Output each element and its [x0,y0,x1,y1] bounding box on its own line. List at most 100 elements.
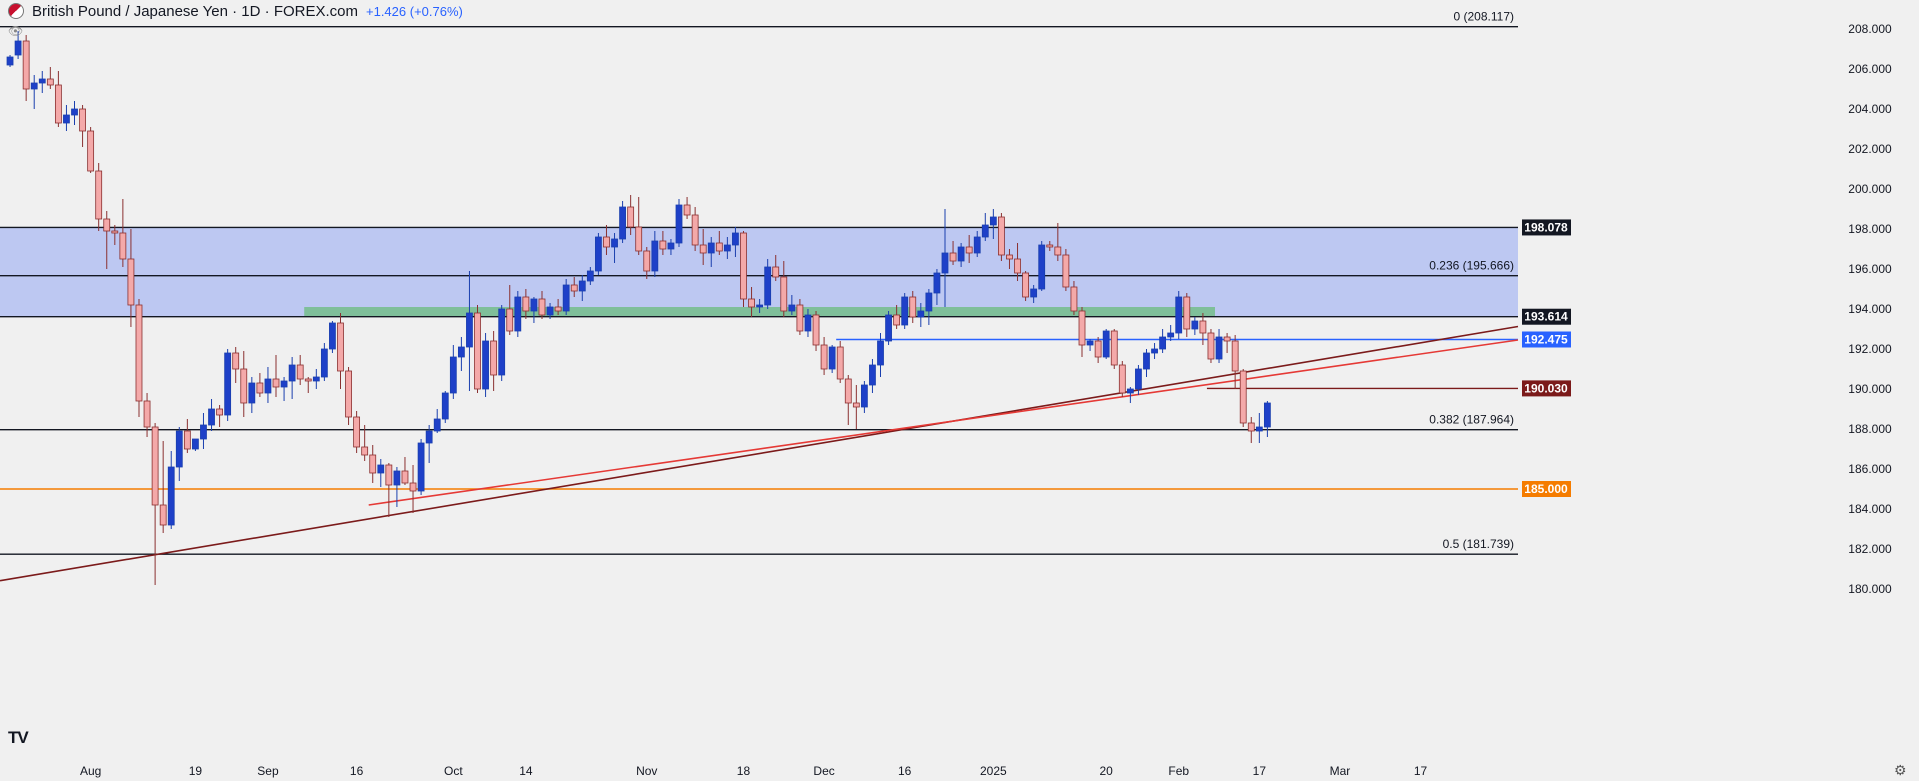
candle[interactable] [63,105,70,131]
candle[interactable] [103,211,111,269]
time-axis[interactable]: 15Aug19Sep16Oct14Nov18Dec16202520Feb17Ma… [0,617,1919,781]
candle[interactable] [941,209,949,307]
candle[interactable] [1151,343,1158,359]
candle[interactable] [1183,293,1191,337]
candle[interactable] [280,377,288,401]
candle[interactable] [1247,417,1255,443]
candle[interactable] [844,375,852,425]
candle[interactable] [667,239,675,255]
candle[interactable] [1215,329,1223,363]
candle[interactable] [409,465,417,513]
candle[interactable] [981,213,989,241]
candle[interactable] [651,231,659,277]
candle[interactable] [401,457,409,485]
candle[interactable] [514,291,522,337]
candle[interactable] [1223,333,1231,353]
candle[interactable] [71,101,78,125]
candle[interactable] [22,35,30,101]
candle[interactable] [578,275,586,301]
candle[interactable] [46,67,54,89]
candle[interactable] [466,271,473,391]
candle[interactable] [715,231,723,255]
candle[interactable] [248,377,256,413]
candle[interactable] [143,393,151,437]
symbol-title[interactable]: British Pound / Japanese Yen · 1D · FORE… [32,2,358,20]
candle[interactable] [1239,369,1247,427]
candle[interactable] [1199,313,1207,345]
candle[interactable] [208,399,215,431]
candle[interactable] [764,259,772,309]
price-axis[interactable]: 180.000 182.000 184.000 186.000 188.000 190.0… [1520,0,1919,617]
candle[interactable] [965,235,973,263]
candle[interactable] [925,289,933,325]
candle[interactable] [167,451,175,529]
candle[interactable] [393,467,401,507]
candle[interactable] [192,438,199,451]
candle[interactable] [595,233,602,275]
candle[interactable] [780,261,788,317]
candle[interactable] [603,225,610,255]
candle[interactable] [377,459,385,487]
candle[interactable] [1159,329,1167,353]
candle[interactable] [337,313,344,389]
candle[interactable] [691,207,699,251]
candle[interactable] [998,213,1005,261]
candle[interactable] [329,321,336,353]
candle[interactable] [30,75,38,109]
candle[interactable] [135,299,143,417]
candle[interactable] [707,237,715,267]
visibility-eye-icon[interactable]: 👁 [8,24,24,38]
candle[interactable] [732,227,739,257]
candle[interactable] [869,359,876,393]
candle[interactable] [1167,325,1175,341]
candle[interactable] [643,247,651,279]
candle[interactable] [38,71,46,93]
candle[interactable] [1207,329,1215,363]
candle[interactable] [1006,249,1013,269]
candle[interactable] [272,355,280,397]
candle[interactable] [369,445,377,483]
candle[interactable] [506,285,514,335]
candle[interactable] [756,299,764,313]
candle[interactable] [441,391,449,423]
candle[interactable] [611,233,618,263]
candle[interactable] [79,105,86,147]
candle[interactable] [474,305,481,393]
candle[interactable] [1078,307,1086,357]
candle[interactable] [224,349,232,421]
candle[interactable] [498,305,506,381]
candle[interactable] [836,341,844,383]
candle[interactable] [111,225,119,245]
candle[interactable] [812,311,820,351]
candle[interactable] [490,331,498,391]
candle[interactable] [627,195,635,235]
candle[interactable] [216,405,223,427]
candle[interactable] [1062,249,1070,291]
candle[interactable] [87,127,95,173]
candle[interactable] [723,237,731,259]
candle[interactable] [95,163,103,231]
candle[interactable] [385,463,393,517]
candle[interactable] [1263,401,1271,437]
candle[interactable] [860,381,868,413]
candle[interactable] [119,199,127,267]
candle[interactable] [748,287,755,317]
candle[interactable] [619,201,626,243]
candle[interactable] [296,355,304,385]
candle[interactable] [1255,413,1263,443]
candle[interactable] [973,231,981,257]
candle[interactable] [546,303,554,319]
candle[interactable] [240,351,248,417]
candle[interactable] [127,229,135,327]
candle[interactable] [1118,361,1126,397]
candle[interactable] [796,299,804,335]
candle[interactable] [449,345,457,399]
candle[interactable] [1046,241,1054,251]
candle[interactable] [353,411,361,453]
candle[interactable] [1102,329,1110,359]
candle[interactable] [740,231,747,307]
candle[interactable] [893,305,901,329]
candle[interactable] [433,409,441,433]
settings-gear-icon[interactable]: ⚙ [1894,762,1907,778]
